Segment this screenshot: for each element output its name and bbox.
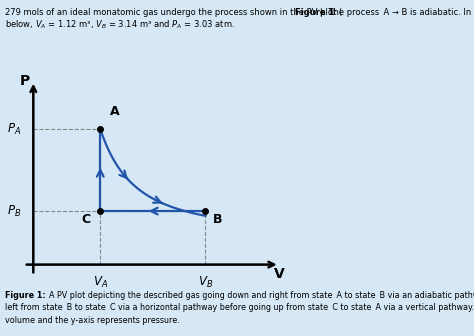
Text: C: C: [82, 213, 91, 226]
Text: P: P: [20, 74, 30, 88]
Text: A PV plot depicting the described gas going down and right from state  A to stat: A PV plot depicting the described gas go…: [49, 291, 474, 300]
Text: B: B: [213, 213, 222, 226]
Text: Figure 1:: Figure 1:: [5, 291, 46, 300]
Text: below, $V_A$ = 1.12 m³, $V_B$ = 3.14 m³ and $P_A$ = 3.03 atm.: below, $V_A$ = 1.12 m³, $V_B$ = 3.14 m³ …: [5, 18, 235, 31]
Text: ). The process  A → B is adiabatic. In the plot: ). The process A → B is adiabatic. In th…: [320, 8, 474, 17]
Text: $V_B$: $V_B$: [198, 275, 213, 290]
Text: 279 mols of an ideal monatomic gas undergo the process shown in the PV plot (: 279 mols of an ideal monatomic gas under…: [5, 8, 342, 17]
Text: $V_A$: $V_A$: [93, 275, 108, 290]
Text: Figure 1: Figure 1: [295, 8, 334, 17]
Text: V: V: [274, 267, 285, 282]
Text: A: A: [110, 105, 119, 118]
Text: $P_B$: $P_B$: [7, 204, 21, 219]
Text: left from state  B to state  C via a horizontal pathway before going up from sta: left from state B to state C via a horiz…: [5, 303, 474, 312]
Text: volume and the y-axis represents pressure.: volume and the y-axis represents pressur…: [5, 316, 180, 325]
Text: $P_A$: $P_A$: [7, 122, 21, 136]
